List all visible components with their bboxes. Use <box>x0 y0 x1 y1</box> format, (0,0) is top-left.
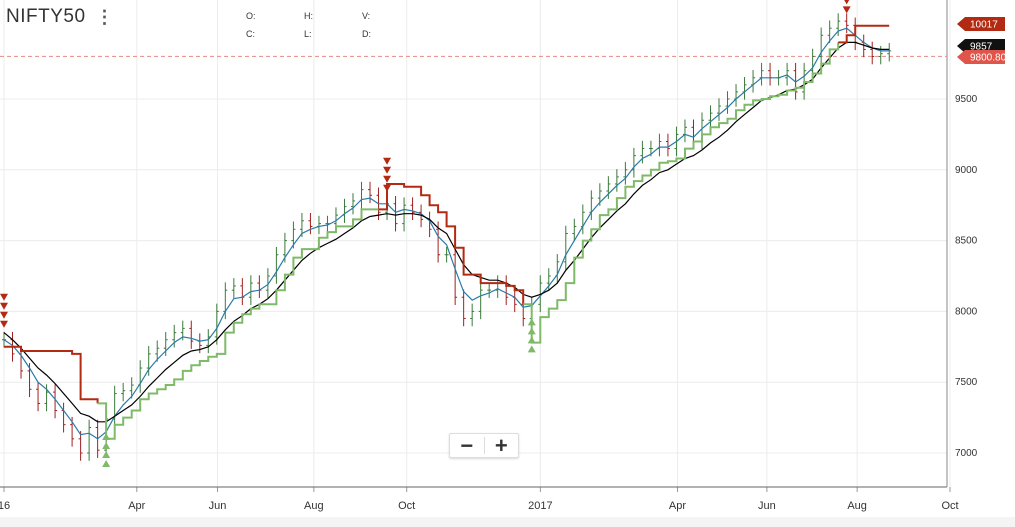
x-tick-label: Aug <box>304 500 324 512</box>
buy-signal-arrow <box>527 345 536 353</box>
price-tag-label: 9857 <box>970 42 993 53</box>
open-label: O: <box>246 11 256 21</box>
y-tick-label: 9500 <box>955 94 978 105</box>
symbol-title: NIFTY50 <box>6 6 86 27</box>
supertrend-up-line <box>97 208 379 440</box>
supertrend-down-line <box>378 183 525 305</box>
buy-signal-arrow <box>527 336 536 344</box>
buy-signal-arrow <box>102 433 111 441</box>
high-label: H: <box>304 11 313 21</box>
x-tick-label: 16 <box>0 500 10 512</box>
ema-slow-line <box>3 41 890 423</box>
price-tag-shape <box>957 50 1005 64</box>
sell-signal-arrow <box>0 293 8 301</box>
plot-area <box>0 0 947 487</box>
close-label: C: <box>246 29 255 39</box>
low-label: L: <box>304 29 312 39</box>
price-tag-label: 10017 <box>970 20 998 31</box>
y-tick-label: 8000 <box>955 306 978 317</box>
price-tag: 9857 <box>957 39 1005 53</box>
sell-signal-arrow <box>844 0 850 5</box>
price-tag-shape <box>957 39 1005 53</box>
buy-signal-arrow <box>102 460 111 468</box>
sell-signal-arrow <box>0 320 8 328</box>
sell-signal-arrow <box>383 166 392 174</box>
ema-fast-line <box>3 27 890 440</box>
x-tick-label: Jun <box>758 500 776 512</box>
sell-signal-arrow <box>842 6 851 14</box>
price-tag: 10017 <box>957 17 1005 31</box>
y-tick-label: 7500 <box>955 377 978 388</box>
sell-signal-arrow <box>0 311 8 319</box>
buy-signal-arrow <box>102 442 111 450</box>
y-tick-label: 8500 <box>955 236 978 247</box>
sell-signal-arrow <box>0 302 8 310</box>
y-tick-label: 9000 <box>955 165 978 176</box>
zoom-divider <box>483 437 485 454</box>
diff-label: D: <box>362 29 371 39</box>
more-options-icon[interactable]: ⋮ <box>95 7 114 27</box>
buy-signal-arrow <box>102 451 111 459</box>
x-tick-label: Oct <box>941 500 958 512</box>
x-tick-label: Aug <box>847 500 867 512</box>
x-tick-label: 2017 <box>528 500 552 512</box>
zoom-in-button[interactable]: + <box>494 432 508 458</box>
volume-label: V: <box>362 11 371 21</box>
x-tick-label: Jun <box>209 500 227 512</box>
bottom-strip <box>0 517 1015 527</box>
price-tag-label: 9800.80 <box>970 53 1007 64</box>
price-tag-shape <box>957 17 1005 31</box>
y-tick-label: 7000 <box>955 448 978 459</box>
supertrend-up-line <box>523 42 840 344</box>
supertrend-down-line <box>838 24 890 44</box>
x-tick-label: Apr <box>128 500 145 512</box>
price-tag: 9800.80 <box>957 50 1007 64</box>
x-tick-label: Apr <box>669 500 686 512</box>
sell-signal-arrow <box>383 175 392 183</box>
chart-header: NIFTY50 ⋮ <box>6 6 114 28</box>
sell-signal-arrow <box>383 157 392 165</box>
supertrend-down-line <box>4 345 99 404</box>
x-tick-label: Oct <box>398 500 415 512</box>
sell-signal-arrow <box>383 184 392 192</box>
zoom-control: − + <box>449 433 519 458</box>
buy-signal-arrow <box>527 327 536 335</box>
zoom-out-button[interactable]: − <box>460 432 474 458</box>
buy-signal-arrow <box>527 318 536 326</box>
